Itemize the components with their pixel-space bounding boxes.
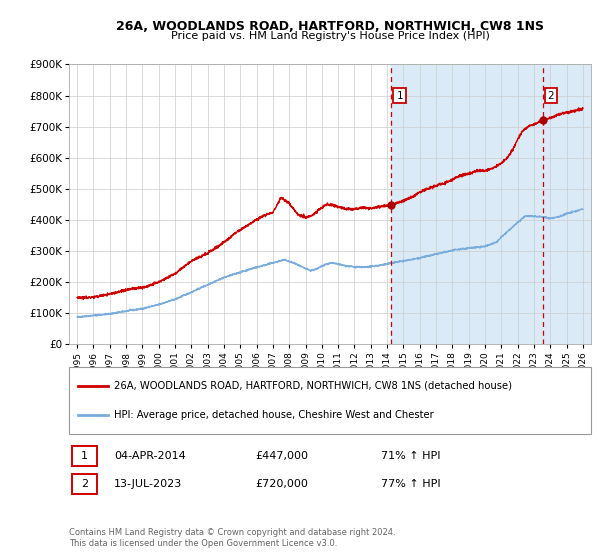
Text: 04-APR-2014: 04-APR-2014 bbox=[114, 451, 186, 461]
Text: 26A, WOODLANDS ROAD, HARTFORD, NORTHWICH, CW8 1NS: 26A, WOODLANDS ROAD, HARTFORD, NORTHWICH… bbox=[116, 20, 544, 32]
Text: 2: 2 bbox=[81, 479, 88, 489]
Text: HPI: Average price, detached house, Cheshire West and Chester: HPI: Average price, detached house, Ches… bbox=[114, 410, 434, 420]
Text: 1: 1 bbox=[81, 451, 88, 461]
Text: 2: 2 bbox=[548, 91, 554, 100]
Text: 26A, WOODLANDS ROAD, HARTFORD, NORTHWICH, CW8 1NS (detached house): 26A, WOODLANDS ROAD, HARTFORD, NORTHWICH… bbox=[114, 381, 512, 391]
Text: 71% ↑ HPI: 71% ↑ HPI bbox=[381, 451, 440, 461]
Bar bbox=[559, 64, 591, 344]
Text: 13-JUL-2023: 13-JUL-2023 bbox=[114, 479, 182, 489]
Text: 77% ↑ HPI: 77% ↑ HPI bbox=[381, 479, 440, 489]
Bar bbox=[391, 64, 591, 344]
Text: £720,000: £720,000 bbox=[255, 479, 308, 489]
Text: Price paid vs. HM Land Registry's House Price Index (HPI): Price paid vs. HM Land Registry's House … bbox=[170, 31, 490, 41]
Text: 1: 1 bbox=[397, 91, 403, 100]
Text: Contains HM Land Registry data © Crown copyright and database right 2024.
This d: Contains HM Land Registry data © Crown c… bbox=[69, 528, 395, 548]
Text: £447,000: £447,000 bbox=[255, 451, 308, 461]
